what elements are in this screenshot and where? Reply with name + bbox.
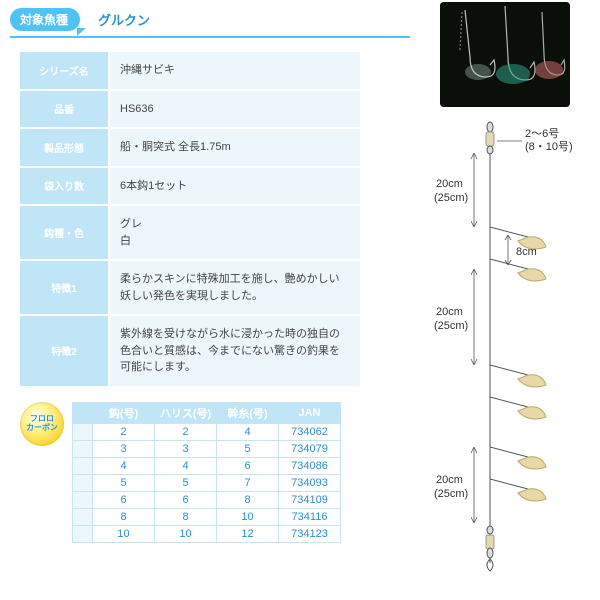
spec-table: シリーズ名沖縄サビキ品番HS636製品形態船・胴突式 全長1.75m袋入り数6本… — [20, 50, 360, 388]
svg-text:(25cm): (25cm) — [434, 320, 468, 332]
size-cell: 3 — [155, 440, 217, 457]
size-cell: 8 — [93, 508, 155, 525]
spec-label: 特徴1 — [20, 261, 110, 314]
size-cell: 734062 — [279, 423, 341, 440]
size-row: 557734093 — [73, 474, 341, 491]
size-header: ハリス(号) — [155, 402, 217, 423]
size-cell: 3 — [93, 440, 155, 457]
size-cell: 6 — [93, 491, 155, 508]
spec-label: 品番 — [20, 91, 110, 128]
size-row: 335734079 — [73, 440, 341, 457]
spec-value: 船・胴突式 全長1.75m — [110, 129, 360, 166]
svg-text:8cm: 8cm — [516, 246, 537, 258]
diagram-top-2: (8・10号) — [525, 140, 573, 153]
spec-value: グレ白 — [110, 206, 360, 259]
size-cell: 12 — [217, 525, 279, 542]
spec-row: シリーズ名沖縄サビキ — [20, 52, 360, 89]
size-cell: 6 — [217, 457, 279, 474]
size-row: 101012734123 — [73, 525, 341, 542]
target-fish-badge: 対象魚種 — [10, 8, 80, 31]
badge-label: 対象魚種 — [20, 13, 68, 27]
size-header: 鈎(号) — [93, 402, 155, 423]
size-cell: 7 — [217, 474, 279, 491]
spec-value: 紫外線を受けながら水に浸かった時の独自の色合いと質感は、今までにない驚きの釣果を… — [110, 316, 360, 386]
fluorocarbon-badge: フロロ カーボン — [20, 402, 64, 446]
size-cell: 2 — [155, 423, 217, 440]
diagram-top-1: 2～6号 — [525, 127, 559, 140]
spec-row: 特徴2紫外線を受けながら水に浸かった時の独自の色合いと質感は、今までにない驚きの… — [20, 316, 360, 386]
spec-value: 沖縄サビキ — [110, 52, 360, 89]
hook-photo — [440, 2, 570, 107]
size-cell: 734123 — [279, 525, 341, 542]
size-cell: 5 — [217, 440, 279, 457]
spec-row: 特徴1柔らかスキンに特殊加工を施し、艶めかしい妖しい発色を実現しました。 — [20, 261, 360, 314]
spec-value: 柔らかスキンに特殊加工を施し、艶めかしい妖しい発色を実現しました。 — [110, 261, 360, 314]
size-cell: 4 — [93, 457, 155, 474]
svg-text:20cm: 20cm — [436, 178, 463, 190]
size-cell: 10 — [217, 508, 279, 525]
spec-label: 特徴2 — [20, 316, 110, 386]
size-row: 446734086 — [73, 457, 341, 474]
size-cell: 4 — [155, 457, 217, 474]
size-cell: 734093 — [279, 474, 341, 491]
size-cell: 8 — [155, 508, 217, 525]
size-row: 668734109 — [73, 491, 341, 508]
size-cell: 734079 — [279, 440, 341, 457]
svg-text:20cm: 20cm — [436, 306, 463, 318]
spec-row: 品番HS636 — [20, 91, 360, 128]
spec-value: HS636 — [110, 91, 360, 128]
size-cell: 4 — [217, 423, 279, 440]
size-cell: 8 — [217, 491, 279, 508]
svg-text:20cm: 20cm — [436, 474, 463, 486]
spec-row: 鈎種・色グレ白 — [20, 206, 360, 259]
size-row: 8810734116 — [73, 508, 341, 525]
spec-row: 袋入り数6本鈎1セット — [20, 168, 360, 205]
size-cell: 2 — [93, 423, 155, 440]
size-header: JAN — [279, 402, 341, 423]
header-rule — [10, 36, 410, 38]
spec-row: 製品形態船・胴突式 全長1.75m — [20, 129, 360, 166]
target-fish-header: 対象魚種 グルクン — [10, 8, 410, 31]
size-cell: 734109 — [279, 491, 341, 508]
spec-value: 6本鈎1セット — [110, 168, 360, 205]
spec-label: 鈎種・色 — [20, 206, 110, 259]
fish-name: グルクン — [98, 10, 150, 31]
size-header: 幹糸(号) — [217, 402, 279, 423]
size-cell: 10 — [155, 525, 217, 542]
size-cell: 734116 — [279, 508, 341, 525]
spec-label: シリーズ名 — [20, 52, 110, 89]
fluoro-line2: カーボン — [26, 424, 58, 433]
rig-diagram: 2～6号 (8・10号) 20cm (25cm) 8cm 20cm (25c — [430, 115, 580, 580]
size-cell: 5 — [155, 474, 217, 491]
size-cell: 6 — [155, 491, 217, 508]
spec-label: 製品形態 — [20, 129, 110, 166]
size-cell: 734086 — [279, 457, 341, 474]
spec-label: 袋入り数 — [20, 168, 110, 205]
size-cell: 5 — [93, 474, 155, 491]
svg-text:(25cm): (25cm) — [434, 488, 468, 500]
size-row: 224734062 — [73, 423, 341, 440]
svg-text:(25cm): (25cm) — [434, 192, 468, 204]
size-cell: 10 — [93, 525, 155, 542]
size-table: 鈎(号)ハリス(号)幹糸(号)JAN2247340623357340794467… — [72, 402, 341, 543]
